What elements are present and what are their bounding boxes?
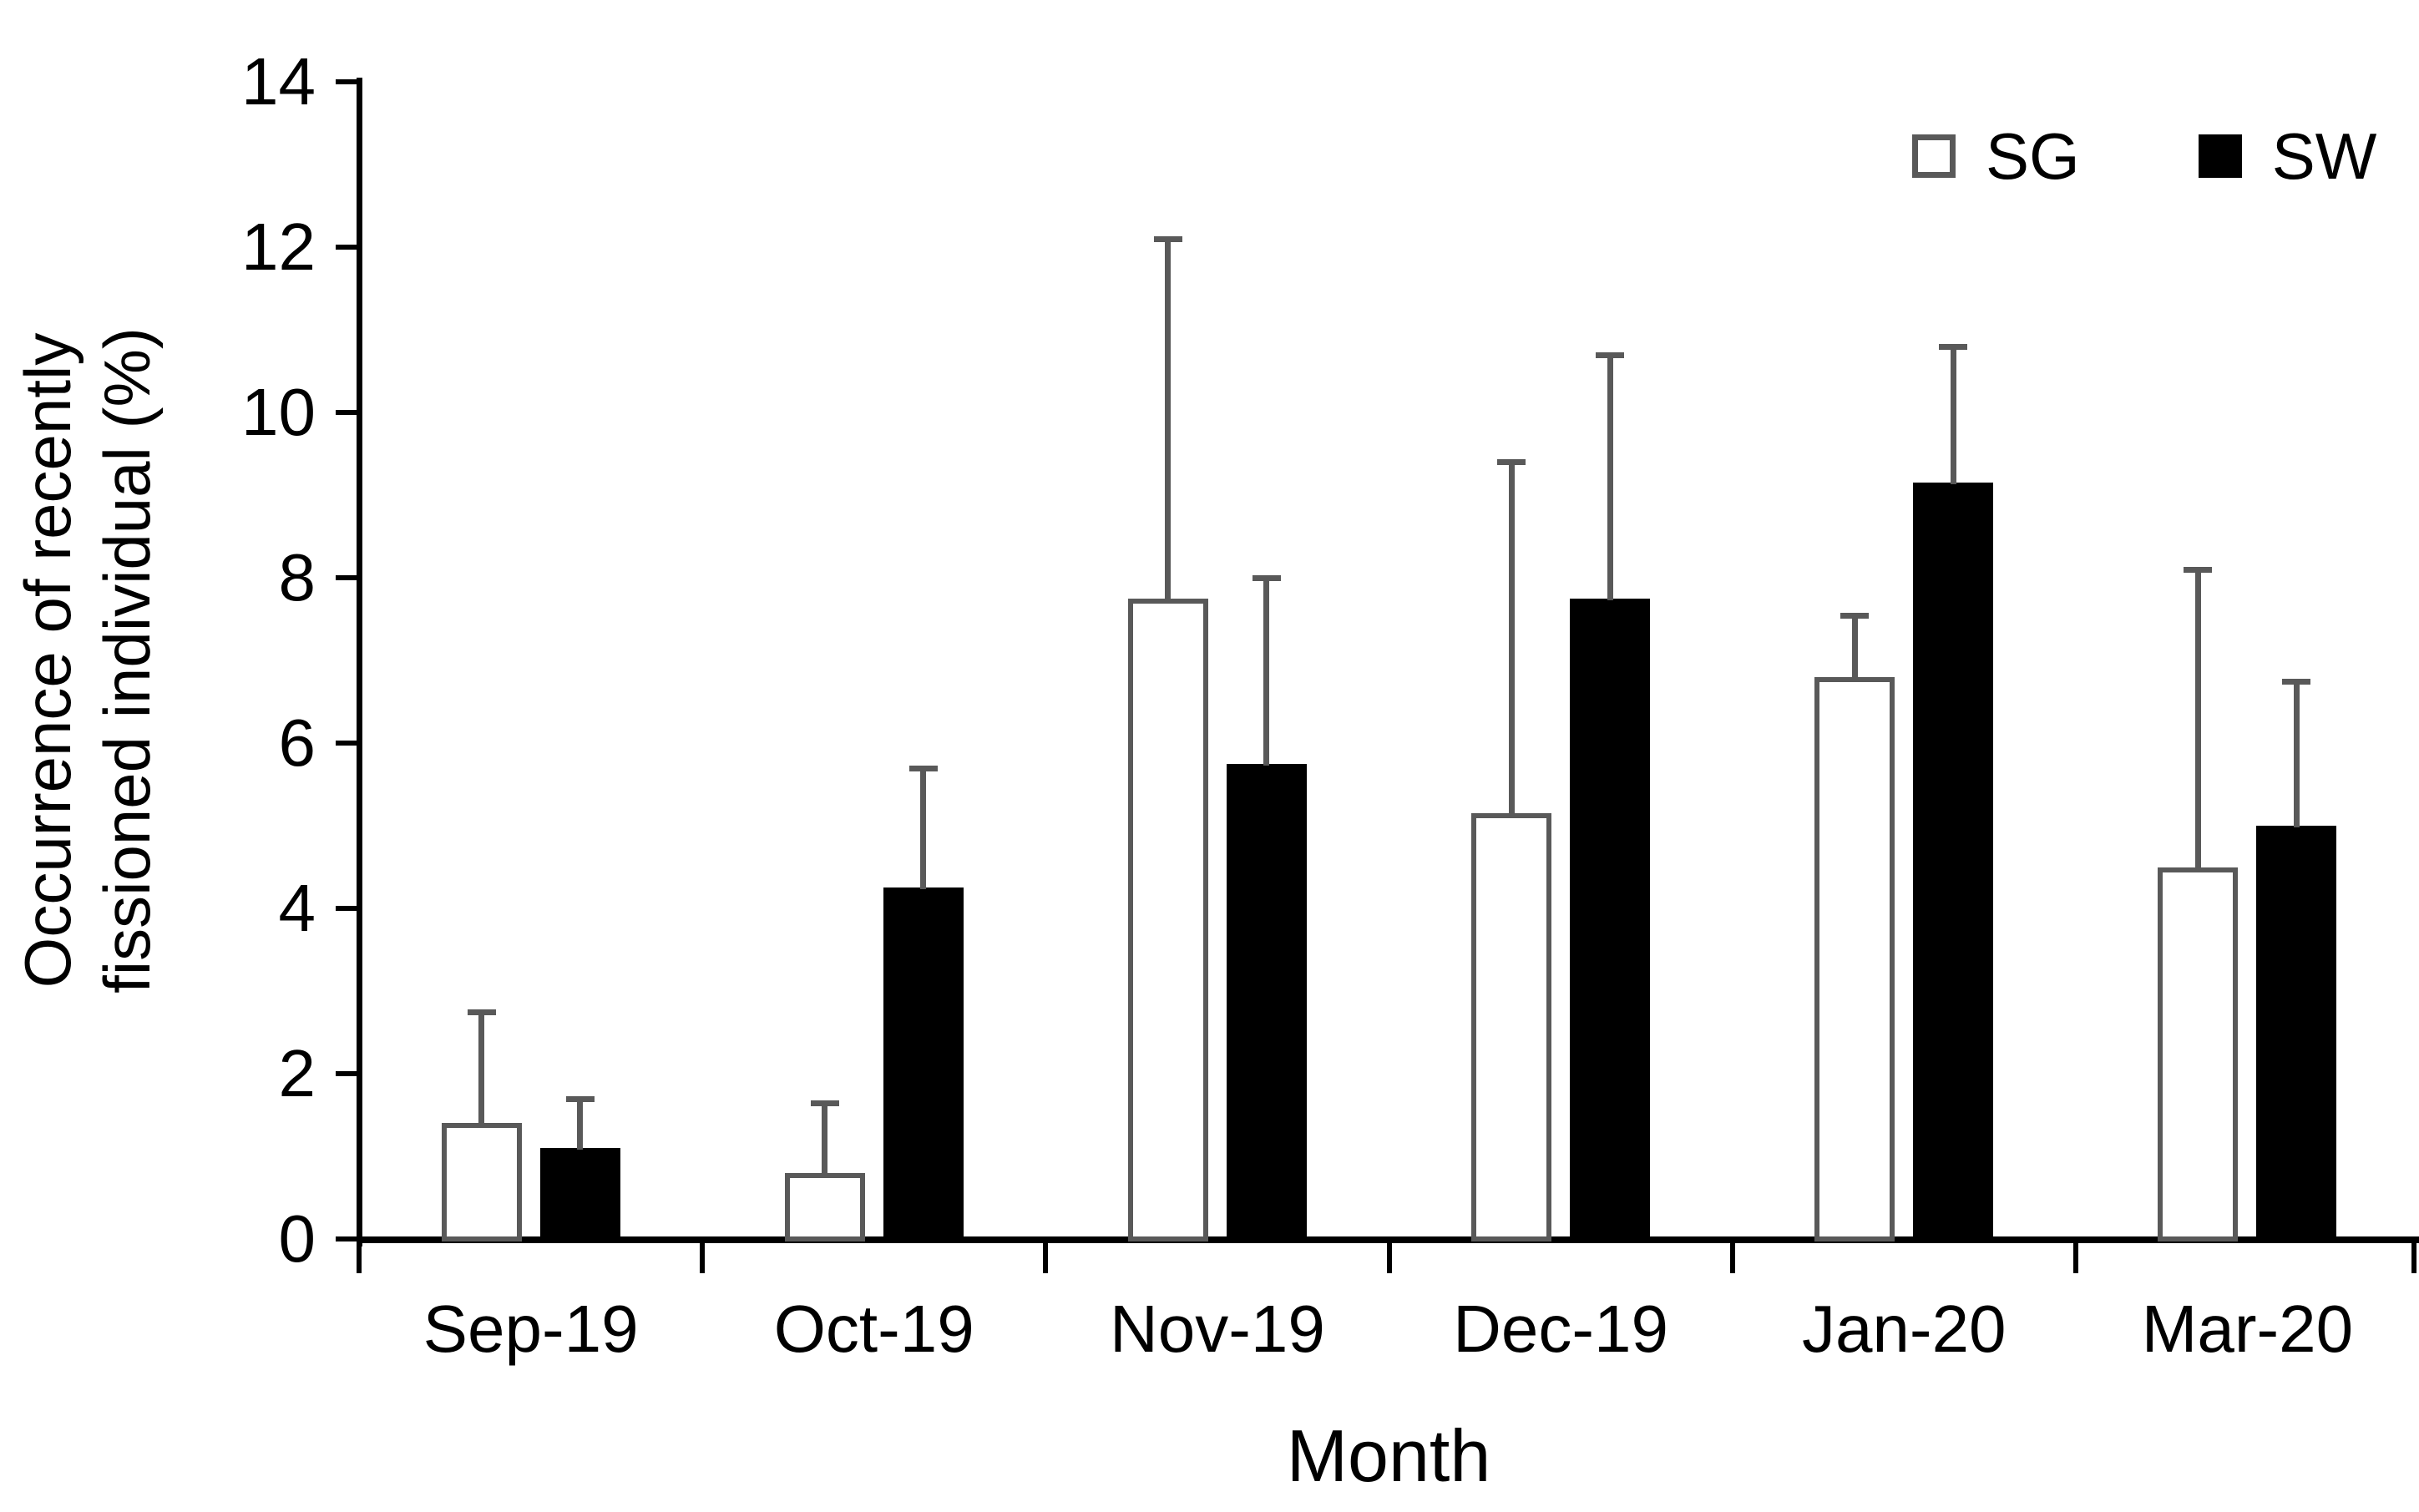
- y-tick: [336, 245, 359, 250]
- error-bar-stem-sg-jan-20: [1851, 614, 1858, 679]
- error-bar-stem-sg-sep-19: [478, 1011, 485, 1125]
- bar-sw-nov-19: [1226, 763, 1307, 1241]
- y-tick-label: 0: [278, 1201, 316, 1276]
- bar-sg-jan-20: [1814, 676, 1895, 1241]
- y-tick-label: 2: [278, 1036, 316, 1110]
- y-axis-title-line1: Occurrence of recently: [11, 332, 84, 989]
- bar-sw-mar-20: [2256, 826, 2337, 1241]
- x-tick-label: Dec-19: [1453, 1292, 1669, 1366]
- bar-sg-mar-20: [2158, 867, 2239, 1241]
- bar-sg-dec-19: [1471, 813, 1552, 1241]
- error-bar-cap-sg-mar-20: [2184, 567, 2213, 574]
- y-tick: [336, 79, 359, 84]
- y-tick-label: 12: [241, 210, 316, 284]
- y-tick-label: 8: [278, 540, 316, 614]
- y-axis-title: Occurrence of recently fissioned individ…: [8, 0, 167, 1328]
- x-tick-label: Jan-20: [1801, 1292, 2007, 1366]
- x-tick-label: Mar-20: [2141, 1292, 2354, 1366]
- error-bar-cap-sw-jan-20: [1939, 343, 1968, 350]
- error-bar-cap-sw-sep-19: [565, 1095, 595, 1102]
- error-bar-stem-sw-dec-19: [1607, 354, 1613, 600]
- error-bar-stem-sw-jan-20: [1950, 346, 1956, 485]
- error-bar-stem-sg-mar-20: [2194, 569, 2201, 869]
- bar-sw-oct-19: [883, 887, 964, 1241]
- bar-sw-sep-19: [539, 1148, 620, 1241]
- x-axis-title: Month: [1286, 1414, 1491, 1497]
- legend-swatch-sw: [2198, 134, 2242, 178]
- x-tick: [700, 1236, 706, 1273]
- x-tick: [1386, 1236, 1392, 1273]
- bar-sg-oct-19: [784, 1172, 865, 1241]
- x-tick: [2072, 1236, 2078, 1273]
- error-bar-stem-sw-oct-19: [920, 767, 927, 890]
- y-tick: [336, 1071, 359, 1076]
- legend-label-sw: SW: [2271, 119, 2377, 193]
- legend: SG SW: [1912, 124, 2376, 189]
- x-tick-label: Oct-19: [773, 1292, 974, 1366]
- y-axis-title-line2: fissioned individual (%): [90, 327, 164, 994]
- error-bar-cap-sg-sep-19: [467, 1009, 496, 1015]
- legend-label-sg: SG: [1986, 119, 2080, 193]
- error-bar-stem-sg-oct-19: [822, 1102, 828, 1175]
- x-tick: [2411, 1236, 2416, 1273]
- error-bar-cap-sg-nov-19: [1153, 236, 1182, 243]
- bar-sg-nov-19: [1127, 598, 1208, 1241]
- error-bar-cap-sw-oct-19: [908, 765, 938, 771]
- x-tick-label: Nov-19: [1109, 1292, 1325, 1366]
- error-bar-cap-sw-nov-19: [1252, 575, 1281, 581]
- y-tick: [336, 741, 359, 746]
- y-tick: [336, 575, 359, 580]
- x-tick-label: Sep-19: [423, 1292, 639, 1366]
- y-tick: [336, 906, 359, 911]
- error-bar-cap-sg-dec-19: [1497, 459, 1526, 466]
- bar-sw-dec-19: [1570, 598, 1651, 1241]
- error-bar-stem-sg-dec-19: [1508, 462, 1515, 816]
- bar-sg-sep-19: [441, 1123, 522, 1241]
- error-bar-stem-sw-sep-19: [577, 1098, 584, 1150]
- legend-swatch-sg: [1912, 134, 1956, 178]
- y-tick-label: 4: [278, 871, 316, 945]
- error-bar-stem-sg-nov-19: [1165, 239, 1172, 600]
- y-tick-label: 10: [241, 375, 316, 449]
- error-bar-cap-sg-oct-19: [810, 1100, 839, 1106]
- error-bar-cap-sw-mar-20: [2282, 678, 2311, 685]
- y-tick: [336, 410, 359, 415]
- bar-sw-jan-20: [1913, 483, 1994, 1241]
- y-tick-label: 14: [241, 44, 316, 119]
- y-tick-label: 6: [278, 705, 316, 780]
- y-axis-line: [357, 78, 362, 1247]
- error-bar-stem-sw-nov-19: [1263, 578, 1270, 766]
- y-tick: [336, 1236, 359, 1241]
- error-bar-cap-sw-dec-19: [1596, 351, 1625, 358]
- error-bar-stem-sw-mar-20: [2293, 680, 2300, 827]
- x-tick: [357, 1236, 362, 1273]
- x-tick: [1043, 1236, 1049, 1273]
- x-tick: [1729, 1236, 1735, 1273]
- error-bar-cap-sg-jan-20: [1840, 612, 1870, 619]
